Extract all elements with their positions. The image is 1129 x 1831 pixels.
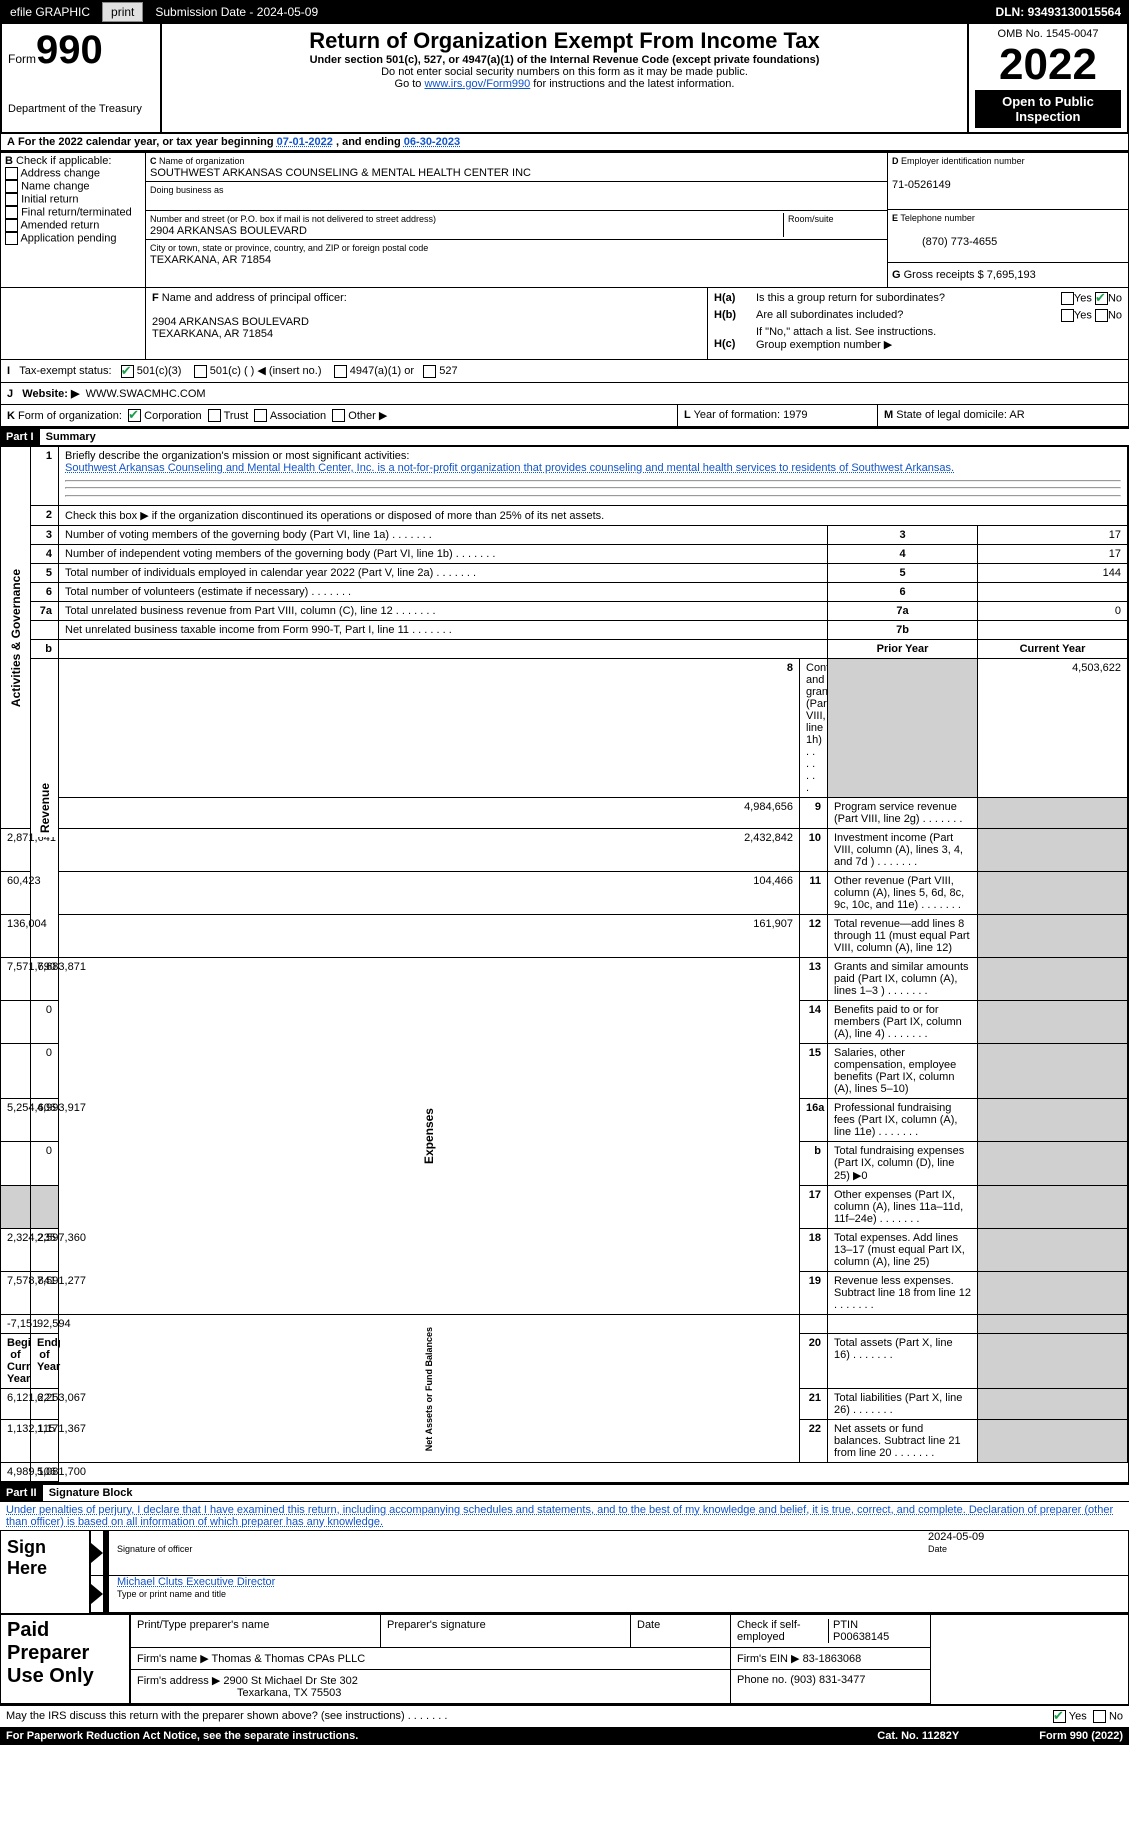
row-k-l-m: K Form of organization: Corporation Trus… [0,405,1129,428]
part-1-header: Part I Summary [0,427,1129,446]
form-header: Form990 Department of the Treasury Retur… [0,24,1129,134]
org-name: SOUTHWEST ARKANSAS COUNSELING & MENTAL H… [150,167,531,179]
checkbox-initial-return[interactable] [5,193,18,206]
line-a-tax-year: A For the 2022 calendar year, or tax yea… [0,134,1129,151]
top-bar: efile GRAPHIC print Submission Date - 20… [0,0,1129,24]
instruction-line-2: Go to www.irs.gov/Form990 for instructio… [168,78,961,90]
checkbox-527[interactable] [423,365,436,378]
firm-address: 2900 St Michael Dr Ste 302 [223,1675,358,1687]
public-inspection: Open to PublicInspection [975,90,1121,128]
checkbox-discuss-no[interactable] [1093,1710,1106,1723]
checkbox-final-return[interactable] [5,206,18,219]
form-subtitle: Under section 501(c), 527, or 4947(a)(1)… [168,54,961,66]
website: WWW.SWACMHC.COM [86,388,206,400]
checkbox-application-pending[interactable] [5,232,18,245]
vert-governance: Activities & Governance [7,565,25,711]
checkbox-4947[interactable] [334,365,347,378]
checkbox-discuss-yes[interactable] [1053,1710,1066,1723]
year-formation: 1979 [783,409,807,421]
efile-label: efile GRAPHIC [2,3,98,21]
row-i-j: I Tax-exempt status: 501(c)(3) 501(c) ( … [0,360,1129,405]
officer-name: Michael Cluts Executive Director [117,1576,275,1588]
omb-number: OMB No. 1545-0047 [975,28,1121,40]
instruction-line-1: Do not enter social security numbers on … [168,66,961,78]
checkbox-ha-no[interactable] [1095,292,1108,305]
checkbox-other[interactable] [332,409,345,422]
officer-group-grid: F Name and address of principal officer:… [0,288,1129,360]
dept-treasury: Department of the Treasury [8,103,154,115]
officer-addr: 2904 ARKANSAS BOULEVARD [152,316,309,328]
firm-ein: 83-1863068 [803,1653,862,1665]
checkbox-assoc[interactable] [254,409,267,422]
checkbox-hb-no[interactable] [1095,309,1108,322]
print-button[interactable]: print [102,2,143,22]
firm-name: Thomas & Thomas CPAs PLLC [212,1653,366,1665]
summary-table: Activities & Governance 1 Briefly descri… [0,446,1129,1483]
sign-here-block: Sign Here Signature of officer 2024-05-0… [0,1530,1129,1614]
telephone: (870) 773-4655 [892,236,997,248]
firm-phone: (903) 831-3477 [790,1674,865,1686]
checkbox-corp[interactable] [128,409,141,422]
checkbox-trust[interactable] [208,409,221,422]
street-address: 2904 ARKANSAS BOULEVARD [150,225,307,237]
header-info-grid: B Check if applicable: Address change Na… [0,151,1129,288]
gross-receipts: 7,695,193 [987,269,1036,281]
checkbox-amended[interactable] [5,219,18,232]
paid-preparer-block: Paid Preparer Use Only Print/Type prepar… [0,1614,1129,1705]
checkbox-name-change[interactable] [5,180,18,193]
irs-link[interactable]: www.irs.gov/Form990 [424,78,530,90]
checkbox-ha-yes[interactable] [1061,292,1074,305]
vert-net-assets: Net Assets or Fund Balances [422,1323,436,1455]
vert-revenue: Revenue [36,779,54,837]
part-2-header: Part II Signature Block [0,1483,1129,1502]
city-state-zip: TEXARKANA, AR 71854 [150,254,271,266]
box-b: B Check if applicable: Address change Na… [1,153,146,287]
sign-date: 2024-05-09 [928,1531,984,1543]
checkbox-address-change[interactable] [5,167,18,180]
form-title: Return of Organization Exempt From Incom… [168,28,961,54]
tax-year: 2022 [975,40,1121,90]
vert-expenses: Expenses [420,1104,438,1168]
form-number: Form990 [8,28,154,73]
ein: 71-0526149 [892,179,951,191]
perjury-statement: Under penalties of perjury, I declare th… [0,1502,1129,1530]
mission-text: Southwest Arkansas Counseling and Mental… [65,462,954,474]
state-domicile: AR [1009,409,1024,421]
arrow-icon [91,1584,103,1604]
arrow-icon [91,1543,103,1563]
discuss-row: May the IRS discuss this return with the… [0,1705,1129,1727]
submission-date-label: Submission Date - 2024-05-09 [147,3,326,21]
checkbox-501c3[interactable] [121,365,134,378]
page-footer: For Paperwork Reduction Act Notice, see … [0,1727,1129,1745]
ptin: P00638145 [833,1631,889,1643]
checkbox-hb-yes[interactable] [1061,309,1074,322]
checkbox-501c[interactable] [194,365,207,378]
dln: DLN: 93493130015564 [996,5,1129,19]
